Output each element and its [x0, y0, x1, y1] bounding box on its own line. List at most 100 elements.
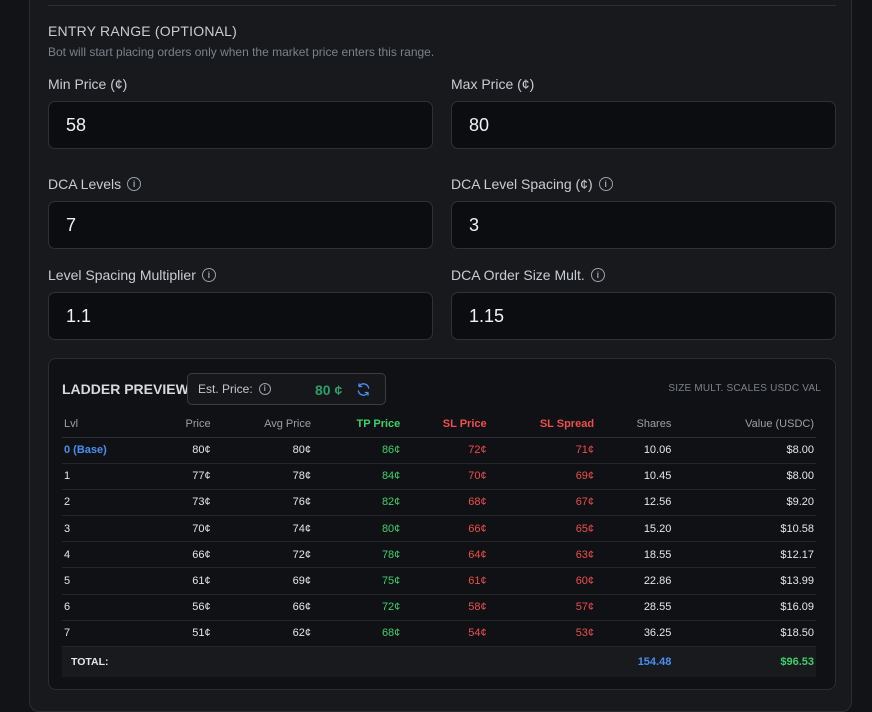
col-avg-price: Avg Price [210, 411, 311, 438]
info-icon[interactable]: i [127, 177, 142, 191]
dca-levels-input[interactable]: 7 [48, 201, 433, 249]
row-sl-price: 64¢ [400, 541, 487, 569]
min-price-label-text: Min Price (¢) [48, 76, 128, 92]
est-price-value: 80 ¢ [315, 382, 343, 398]
row-tp-price: 80¢ [310, 515, 401, 543]
row-price: 70¢ [132, 515, 211, 543]
row-sl-spread: 53¢ [486, 620, 595, 648]
ladder-preview: LADDER PREVIEW Est. Price: i 80 ¢ SIZE M… [48, 358, 836, 690]
max-price-input[interactable]: 80 [451, 101, 836, 149]
est-price-box: Est. Price: i 80 ¢ [187, 373, 386, 405]
row-value: $8.00 [671, 463, 816, 490]
row-value: $13.99 [671, 567, 816, 595]
row-sl-price: 70¢ [400, 463, 487, 490]
row-sl-spread: 65¢ [486, 515, 595, 543]
total-value: $96.53 [671, 646, 816, 677]
dca-order-size-mult-input[interactable]: 1.15 [451, 292, 836, 340]
row-sl-price: 61¢ [400, 567, 487, 595]
info-icon[interactable]: i [598, 177, 613, 191]
row-avg-price: 69¢ [210, 567, 311, 595]
row-sl-spread: 60¢ [486, 567, 595, 595]
row-shares: 10.06 [594, 437, 672, 464]
level-spacing-multiplier-label: Level Spacing Multiplier i [48, 267, 216, 283]
ladder-table: Lvl Price Avg Price TP Price SL Price SL… [62, 411, 816, 677]
row-sl-spread: 67¢ [486, 489, 595, 517]
row-sl-price: 72¢ [400, 437, 487, 464]
row-price: 77¢ [132, 463, 211, 490]
refresh-icon[interactable] [356, 382, 371, 397]
row-value: $8.00 [671, 437, 816, 464]
dca-level-spacing-input[interactable]: 3 [451, 201, 836, 249]
table-header-row: Lvl Price Avg Price TP Price SL Price SL… [62, 411, 816, 438]
row-lvl: 7 [62, 620, 133, 648]
table-row: 2 73¢ 76¢ 82¢ 68¢ 67¢ 12.56 $9.20 [62, 489, 816, 517]
col-lvl: Lvl [62, 411, 133, 438]
col-value: Value (USDC) [671, 411, 816, 438]
row-price: 66¢ [132, 541, 211, 569]
dca-levels-label-text: DCA Levels [48, 176, 122, 192]
row-sl-price: 58¢ [400, 594, 487, 621]
row-tp-price: 78¢ [310, 541, 401, 569]
row-lvl: 5 [62, 567, 133, 595]
dca-levels-label: DCA Levels i [48, 176, 142, 192]
max-price-label-text: Max Price (¢) [451, 76, 535, 92]
col-sl-price: SL Price [400, 411, 487, 438]
row-lvl: 4 [62, 541, 133, 569]
row-tp-price: 82¢ [310, 489, 401, 517]
row-price: 51¢ [132, 620, 211, 648]
row-avg-price: 66¢ [210, 594, 311, 621]
max-price-label: Max Price (¢) [451, 76, 534, 92]
dca-level-spacing-label: DCA Level Spacing (¢) i [451, 176, 613, 192]
row-avg-price: 74¢ [210, 515, 311, 543]
dca-order-size-mult-label: DCA Order Size Mult. i [451, 267, 605, 283]
row-shares: 28.55 [594, 594, 672, 621]
divider [48, 5, 836, 6]
row-sl-spread: 69¢ [486, 463, 595, 490]
row-shares: 18.55 [594, 541, 672, 569]
row-avg-price: 80¢ [210, 437, 311, 464]
row-lvl: 1 [62, 463, 133, 490]
table-row: 7 51¢ 62¢ 68¢ 54¢ 53¢ 36.25 $18.50 [62, 620, 816, 648]
row-value: $10.58 [671, 515, 816, 543]
entry-range-subtitle: Bot will start placing orders only when … [48, 45, 435, 59]
row-avg-price: 62¢ [210, 620, 311, 648]
col-tp-price: TP Price [310, 411, 401, 438]
level-spacing-multiplier-value: 1.1 [66, 305, 92, 326]
row-shares: 15.20 [594, 515, 672, 543]
row-lvl: 3 [62, 515, 133, 543]
info-icon[interactable]: i [258, 383, 271, 395]
row-sl-price: 68¢ [400, 489, 487, 517]
table-row: 6 56¢ 66¢ 72¢ 58¢ 57¢ 28.55 $16.09 [62, 594, 816, 621]
row-price: 61¢ [132, 567, 211, 595]
table-row: 4 66¢ 72¢ 78¢ 64¢ 63¢ 18.55 $12.17 [62, 541, 816, 569]
row-sl-spread: 63¢ [486, 541, 595, 569]
col-price: Price [132, 411, 211, 438]
min-price-input[interactable]: 58 [48, 101, 433, 149]
row-avg-price: 78¢ [210, 463, 311, 490]
table-row: 0 (Base) 80¢ 80¢ 86¢ 72¢ 71¢ 10.06 $8.00 [62, 437, 816, 464]
info-icon[interactable]: i [590, 268, 605, 282]
row-price: 56¢ [132, 594, 211, 621]
table-row: 1 77¢ 78¢ 84¢ 70¢ 69¢ 10.45 $8.00 [62, 463, 816, 490]
level-spacing-multiplier-input[interactable]: 1.1 [48, 292, 433, 340]
row-shares: 12.56 [594, 489, 672, 517]
row-shares: 10.45 [594, 463, 672, 490]
row-tp-price: 72¢ [310, 594, 401, 621]
dca-level-spacing-value: 3 [469, 214, 480, 235]
row-avg-price: 72¢ [210, 541, 311, 569]
dca-level-spacing-label-text: DCA Level Spacing (¢) [451, 176, 593, 192]
row-avg-price: 76¢ [210, 489, 311, 517]
row-sl-spread: 71¢ [486, 437, 595, 464]
row-sl-spread: 57¢ [486, 594, 595, 621]
row-shares: 22.86 [594, 567, 672, 595]
est-price-label: Est. Price: [198, 382, 253, 396]
dca-levels-value: 7 [66, 214, 77, 235]
row-tp-price: 84¢ [310, 463, 401, 490]
table-row: 5 61¢ 69¢ 75¢ 61¢ 60¢ 22.86 $13.99 [62, 567, 816, 595]
info-icon[interactable]: i [201, 268, 216, 282]
row-lvl: 2 [62, 489, 133, 517]
col-shares: Shares [594, 411, 672, 438]
col-sl-spread: SL Spread [486, 411, 595, 438]
row-sl-price: 66¢ [400, 515, 487, 543]
row-value: $12.17 [671, 541, 816, 569]
